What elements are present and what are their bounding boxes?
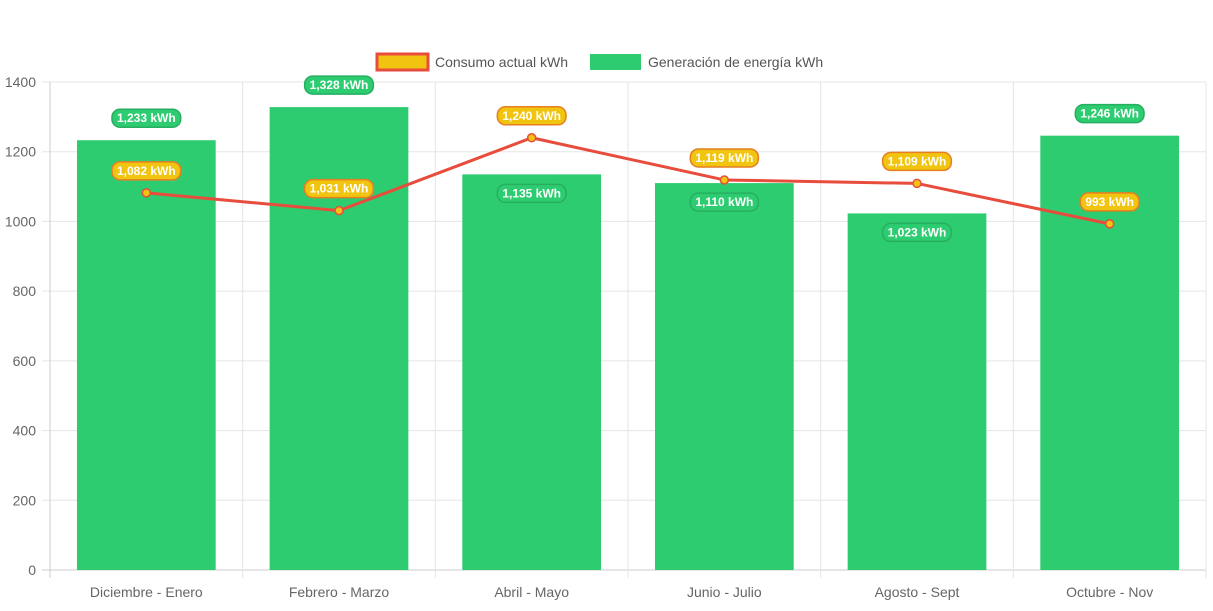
legend-label-consumo: Consumo actual kWh xyxy=(435,54,568,70)
bar-generacion[interactable] xyxy=(462,174,602,570)
bar-series-generacion xyxy=(76,107,1180,571)
y-tick-label: 1400 xyxy=(5,74,36,90)
line-point-consumo[interactable] xyxy=(912,178,922,189)
line-data-label-text: 1,240 kWh xyxy=(502,109,561,123)
line-data-label: 1,031 kWh xyxy=(303,178,375,199)
line-data-label-text: 1,109 kWh xyxy=(888,154,947,168)
y-tick-label: 0 xyxy=(28,562,36,578)
line-data-label-bg xyxy=(689,148,760,168)
line-data-label-bg xyxy=(111,161,182,181)
bar-data-label-bg xyxy=(1074,103,1145,124)
y-axis: 0 200 400 600 800 1000 1200 1400 xyxy=(5,74,36,578)
line-point-consumo[interactable] xyxy=(334,205,344,216)
line-data-label: 1,082 kWh xyxy=(111,161,182,181)
bar-data-label-text: 1,135 kWh xyxy=(502,186,561,200)
bar-generacion[interactable] xyxy=(847,213,987,570)
bar-data-label-text: 1,246 kWh xyxy=(1080,107,1139,121)
bar-data-label-bg xyxy=(881,222,953,243)
line-data-label-bg xyxy=(303,178,375,199)
line-data-label-bg xyxy=(1079,192,1140,212)
bar-data-label: 1,023 kWh xyxy=(881,222,953,243)
x-tick-label: Agosto - Sept xyxy=(875,584,960,600)
line-data-label-text: 1,031 kWh xyxy=(310,182,369,196)
x-tick-label: Abril - Mayo xyxy=(494,584,569,600)
y-tick-label: 600 xyxy=(13,353,37,369)
bar-data-label: 1,246 kWh xyxy=(1074,103,1145,124)
bar-data-labels: 1,233 kWh 1,328 kWh 1,135 kWh 1,110 kWh 1,02… xyxy=(111,75,1145,243)
y-tick-label: 1000 xyxy=(5,213,36,229)
bar-data-label-bg xyxy=(689,192,760,212)
bar-data-label-text: 1,023 kWh xyxy=(888,225,947,239)
bar-data-label-bg xyxy=(111,108,182,128)
line-data-label: 1,109 kWh xyxy=(881,151,953,172)
line-data-label-text: 1,082 kWh xyxy=(117,164,176,178)
line-data-label: 1,240 kWh xyxy=(496,106,567,126)
legend-swatch-consumo xyxy=(375,52,430,72)
bar-generacion[interactable] xyxy=(269,107,409,571)
x-tick-label: Febrero - Marzo xyxy=(289,584,390,600)
line-data-label: 993 kWh xyxy=(1079,192,1140,212)
bar-data-label-text: 1,328 kWh xyxy=(310,78,369,92)
gridlines xyxy=(42,81,1207,578)
line-point-consumo[interactable] xyxy=(1104,219,1115,229)
bar-data-label-text: 1,110 kWh xyxy=(695,195,753,209)
line-data-label-text: 1,119 kWh xyxy=(695,151,753,165)
legend-item-consumo[interactable]: Consumo actual kWh xyxy=(375,52,568,72)
legend-swatch-generacion xyxy=(590,54,641,70)
legend-label-generacion: Generación de energía kWh xyxy=(648,54,823,70)
x-tick-label: Diciembre - Enero xyxy=(90,584,203,600)
legend: Consumo actual kWh Generación de energía… xyxy=(375,52,823,72)
x-axis: Diciembre - Enero Febrero - Marzo Abril - … xyxy=(90,584,1153,600)
x-tick-label: Junio - Julio xyxy=(687,584,762,600)
bar-generacion[interactable] xyxy=(76,140,216,570)
line-data-label-text: 993 kWh xyxy=(1085,195,1134,209)
line-data-labels: 1,082 kWh 1,031 kWh 1,240 kWh 1,119 kWh 1,10… xyxy=(111,106,1140,212)
bar-generacion[interactable] xyxy=(654,183,794,571)
bar-data-label-bg xyxy=(303,75,375,95)
bar-data-label: 1,110 kWh xyxy=(689,192,760,212)
y-tick-label: 400 xyxy=(13,423,37,439)
bar-data-label-text: 1,233 kWh xyxy=(117,111,176,125)
line-data-label: 1,119 kWh xyxy=(689,148,760,168)
line-point-consumo[interactable] xyxy=(141,188,152,198)
line-consumo xyxy=(146,136,1110,226)
bar-data-label: 1,328 kWh xyxy=(303,75,375,95)
y-tick-label: 800 xyxy=(13,283,37,299)
x-tick-label: Octubre - Nov xyxy=(1066,584,1153,600)
y-tick-label: 200 xyxy=(13,492,37,508)
bar-data-label: 1,233 kWh xyxy=(111,108,182,128)
line-point-consumo[interactable] xyxy=(719,175,730,185)
line-data-label-bg xyxy=(881,151,953,172)
bar-data-label: 1,135 kWh xyxy=(496,183,567,204)
y-tick-label: 1200 xyxy=(5,144,36,160)
line-data-label-bg xyxy=(496,106,567,126)
line-series-consumo xyxy=(141,133,1115,229)
line-point-consumo[interactable] xyxy=(526,133,537,143)
legend-item-generacion[interactable]: Generación de energía kWh xyxy=(590,54,823,70)
bar-data-label-bg xyxy=(496,183,567,204)
